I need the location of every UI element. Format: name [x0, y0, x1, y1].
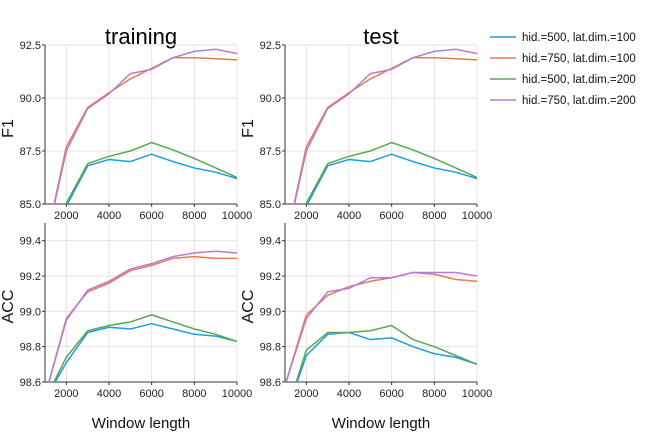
series-group-acc-training: [48, 250, 237, 382]
x-tick-label-10000: 10000: [222, 388, 253, 400]
x-tick-label-2000: 2000: [54, 210, 78, 222]
y-tick-label-99.0: 99.0: [20, 306, 41, 318]
series-group-f1-test: [293, 48, 477, 204]
x-tick-label-10000: 10000: [462, 210, 493, 222]
series-line-3: [295, 324, 477, 382]
legend: hid.=500, lat.dim.=100 hid.=750, lat.dim…: [490, 32, 636, 107]
y-tick-label-99.4: 99.4: [260, 236, 281, 248]
series-line-1: [66, 153, 237, 204]
y-tick-label-98.8: 98.8: [20, 342, 41, 354]
series-line-1: [296, 331, 477, 382]
x-tick-label-8000: 8000: [182, 210, 206, 222]
x-tick-label-6000: 6000: [379, 210, 403, 222]
x-axis-label-training: Window length: [92, 415, 190, 432]
x-tick-label-6000: 6000: [139, 210, 163, 222]
series-line-4: [285, 271, 477, 382]
y-tick-label-98.8: 98.8: [260, 342, 281, 354]
series-line-2: [285, 271, 477, 382]
x-tick-label-4000: 4000: [97, 388, 121, 400]
series-group-acc-test: [285, 271, 477, 382]
y-tick-label-99.4: 99.4: [20, 236, 41, 248]
y-tick-label-98.6: 98.6: [20, 377, 41, 389]
panel-f1-test: 2000 4000 6000 8000 10000 85.0 87.5 90.0 92.5 F1: [240, 40, 493, 222]
x-tick-label-8000: 8000: [182, 388, 206, 400]
y-tick-label-85.0: 85.0: [260, 199, 281, 211]
x-tick-label-4000: 4000: [337, 388, 361, 400]
x-tick-label-2000: 2000: [294, 388, 318, 400]
legend-label-3: hid.=500, lat.dim.=200: [522, 74, 636, 86]
panels-layer: 2000 4000 6000 8000 1000085.087.590.092.5F12…: [0, 40, 493, 400]
series-line-4: [53, 48, 237, 204]
x-tick-label-8000: 8000: [422, 210, 446, 222]
y-tick-label-92.5: 92.5: [260, 40, 281, 52]
x-tick-label-10000: 10000: [222, 210, 253, 222]
series-line-1: [306, 153, 477, 204]
legend-label-4: hid.=750, lat.dim.=200: [522, 95, 636, 107]
y-axis-label-f1-training: F1: [0, 119, 17, 138]
x-axis-label-test: Window length: [332, 415, 430, 432]
series-line-3: [305, 141, 477, 204]
x-tick-label-10000: 10000: [462, 388, 493, 400]
y-tick-label-92.5: 92.5: [20, 40, 41, 52]
y-tick-label-99.2: 99.2: [20, 271, 41, 283]
y-tick-label-98.6: 98.6: [260, 377, 281, 389]
y-tick-label-87.5: 87.5: [260, 146, 281, 158]
legend-label-2: hid.=750, lat.dim.=100: [522, 53, 636, 65]
series-group-f1-training: [53, 48, 237, 204]
series-line-4: [48, 250, 237, 382]
x-tick-label-2000: 2000: [54, 388, 78, 400]
x-tick-label-6000: 6000: [379, 388, 403, 400]
x-tick-label-4000: 4000: [337, 210, 361, 222]
series-line-4: [293, 48, 477, 204]
series-line-1: [54, 322, 237, 382]
y-tick-label-85.0: 85.0: [20, 199, 41, 211]
y-tick-label-99.2: 99.2: [260, 271, 281, 283]
y-tick-label-99.0: 99.0: [260, 306, 281, 318]
panel-f1-training: 2000 4000 6000 8000 10000 85.0 87.5 90.0 92.5 F1: [0, 40, 253, 222]
series-line-3: [53, 314, 237, 382]
y-axis-label-acc-training: ACC: [0, 290, 17, 324]
x-tick-label-6000: 6000: [139, 388, 163, 400]
y-axis-label-acc-test: ACC: [240, 290, 257, 324]
x-tick-label-2000: 2000: [294, 210, 318, 222]
y-tick-label-90.0: 90.0: [20, 93, 41, 105]
panel-acc-training: 2000 4000 6000 8000 10000 98.6 98.8 99.0 99.2 99.…: [0, 223, 252, 400]
panel-acc-test: 2000 4000 6000 8000 10000 98.6 98.8 99.0 99.2 99.…: [240, 223, 493, 400]
y-tick-label-90.0: 90.0: [260, 93, 281, 105]
y-tick-label-87.5: 87.5: [20, 146, 41, 158]
x-tick-label-4000: 4000: [97, 210, 121, 222]
x-tick-label-8000: 8000: [422, 388, 446, 400]
y-axis-label-f1-test: F1: [240, 119, 257, 138]
series-line-2: [293, 56, 477, 204]
series-line-2: [53, 56, 237, 204]
legend-label-1: hid.=500, lat.dim.=100: [522, 32, 636, 44]
series-line-3: [65, 141, 237, 204]
